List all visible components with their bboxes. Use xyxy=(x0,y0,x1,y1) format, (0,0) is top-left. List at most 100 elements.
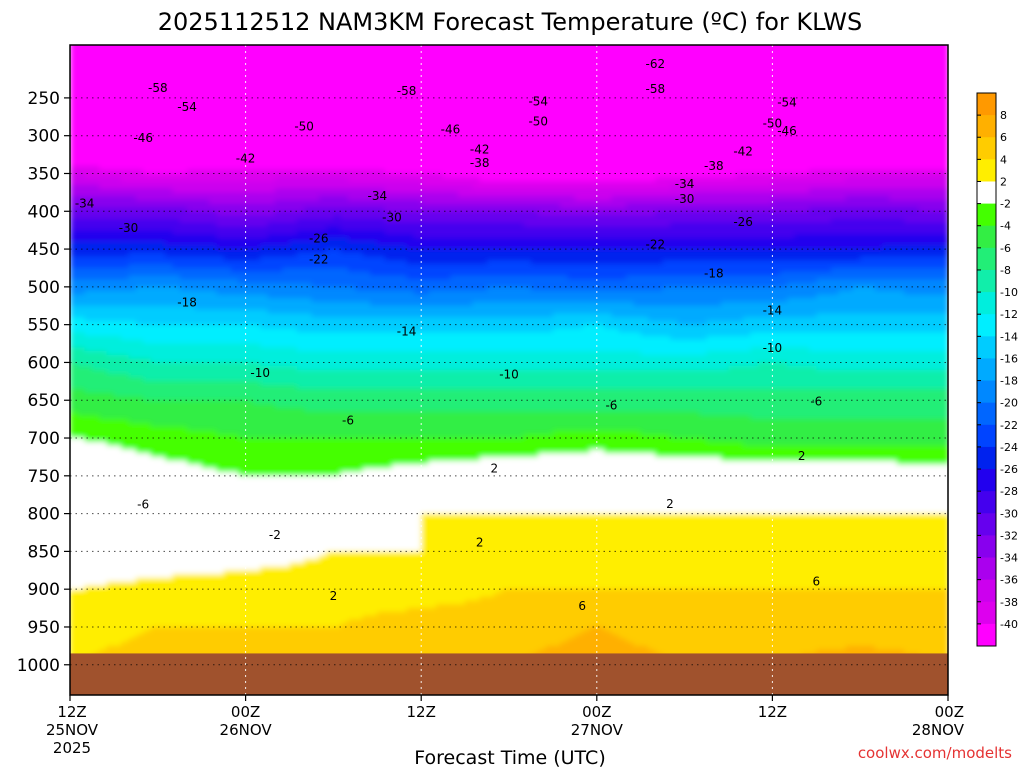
heat-cell xyxy=(99,453,108,458)
heat-cell xyxy=(150,381,159,386)
heat-cell xyxy=(245,509,254,515)
heat-cell xyxy=(70,173,78,178)
heat-cell xyxy=(113,555,122,560)
heat-cell xyxy=(128,226,137,231)
heat-cell xyxy=(216,551,225,556)
heat-cell xyxy=(201,347,210,352)
heat-cell xyxy=(252,79,261,84)
heat-cell xyxy=(194,56,203,61)
heat-cell xyxy=(230,487,239,492)
heat-cell xyxy=(230,207,239,212)
heat-cell xyxy=(267,354,276,360)
heat-cell xyxy=(113,252,122,258)
heat-cell xyxy=(128,619,137,624)
heat-cell xyxy=(216,513,225,518)
heat-cell xyxy=(252,203,261,209)
heat-cell xyxy=(99,90,108,95)
heat-cell xyxy=(99,71,108,76)
heat-cell xyxy=(216,298,225,303)
heat-cell xyxy=(238,615,247,621)
heat-cell xyxy=(99,222,108,227)
heat-cell xyxy=(230,509,239,515)
heat-cell xyxy=(238,158,247,163)
heat-cell xyxy=(223,332,232,337)
heat-cell xyxy=(187,611,195,617)
heat-cell xyxy=(245,547,254,552)
heat-cell xyxy=(165,426,174,432)
heat-cell xyxy=(113,124,122,129)
heat-cell xyxy=(113,75,122,80)
heat-cell xyxy=(245,169,254,175)
heat-cell xyxy=(209,581,217,587)
heat-cell xyxy=(172,241,181,246)
heat-cell xyxy=(260,267,269,273)
heat-cell xyxy=(150,506,159,511)
heat-cell xyxy=(150,226,159,231)
heat-cell xyxy=(99,649,108,655)
heat-cell xyxy=(91,445,100,450)
heat-cell xyxy=(121,184,130,190)
heat-cell xyxy=(143,252,152,258)
heat-cell xyxy=(187,509,195,515)
heat-cell xyxy=(165,581,174,587)
heat-cell xyxy=(274,445,283,450)
heat-cell xyxy=(135,479,144,484)
heat-cell xyxy=(99,460,108,466)
heat-cell xyxy=(230,366,239,371)
heat-cell xyxy=(121,332,130,337)
heat-cell xyxy=(201,165,210,171)
heat-cell xyxy=(172,169,181,175)
heat-cell xyxy=(135,283,144,288)
heat-cell xyxy=(201,506,210,511)
heat-cell xyxy=(230,165,239,171)
heat-cell xyxy=(187,589,195,594)
heat-cell xyxy=(194,509,203,515)
heat-cell xyxy=(91,536,100,541)
heat-cell xyxy=(274,422,283,428)
heat-cell xyxy=(157,562,166,568)
heat-cell xyxy=(230,422,239,428)
heat-cell xyxy=(260,245,269,250)
heat-cell xyxy=(267,407,276,413)
heat-cell xyxy=(172,256,181,262)
heat-cell xyxy=(77,638,86,643)
heat-cell xyxy=(128,143,137,148)
heat-cell xyxy=(252,574,261,579)
heat-cell xyxy=(143,305,152,311)
heat-cell xyxy=(209,101,217,107)
heat-cell xyxy=(113,162,122,167)
heat-cell xyxy=(143,335,152,341)
heat-cell xyxy=(187,630,195,636)
heat-cell xyxy=(194,441,203,447)
heat-cell xyxy=(187,490,195,496)
heat-cell xyxy=(113,230,122,235)
heat-cell xyxy=(91,441,100,447)
heat-cell xyxy=(223,105,232,110)
heat-cell xyxy=(106,513,115,518)
heat-cell xyxy=(179,67,188,73)
heat-cell xyxy=(165,101,174,107)
heat-cell xyxy=(143,600,152,605)
heat-cell xyxy=(260,619,269,624)
heat-cell xyxy=(238,543,247,549)
heat-cell xyxy=(216,438,225,443)
heat-cell xyxy=(260,158,269,163)
heat-cell xyxy=(223,638,232,643)
heat-cell xyxy=(106,177,115,182)
heat-cell xyxy=(179,388,188,394)
heat-cell xyxy=(267,207,276,212)
heat-cell xyxy=(157,343,166,348)
heat-cell xyxy=(165,320,174,326)
heat-cell xyxy=(77,245,86,250)
heat-cell xyxy=(99,37,107,41)
heat-cell xyxy=(252,521,261,526)
heat-cell xyxy=(128,456,137,462)
heat-cell xyxy=(274,377,283,382)
heat-cell xyxy=(91,490,100,496)
heat-cell xyxy=(121,581,130,587)
heat-cell xyxy=(223,415,232,420)
heat-cell xyxy=(267,147,276,152)
heat-cell xyxy=(113,449,122,454)
heat-cell xyxy=(135,517,144,522)
heat-cell xyxy=(135,86,144,91)
